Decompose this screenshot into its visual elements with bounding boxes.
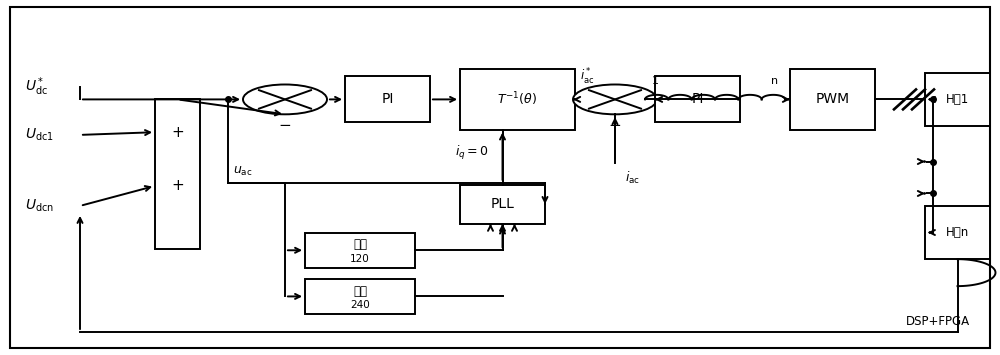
Text: H桥n: H桥n (946, 226, 969, 239)
Bar (345, 76, 430, 122)
Bar (130, 14, 975, 337)
Text: +: + (171, 125, 184, 140)
Text: 240: 240 (350, 300, 370, 310)
Text: $U_{\rm dcn}$: $U_{\rm dcn}$ (25, 198, 54, 214)
Text: 延迟: 延迟 (353, 285, 367, 297)
Bar (155, 99, 200, 248)
Bar (460, 69, 575, 130)
Circle shape (573, 84, 657, 114)
Text: −: − (279, 118, 291, 133)
Text: +: + (171, 178, 184, 193)
Text: DSP+FPGA: DSP+FPGA (906, 315, 970, 328)
Text: −: − (609, 118, 621, 133)
Text: $u_{\rm ac}$: $u_{\rm ac}$ (233, 164, 253, 178)
Bar (460, 185, 545, 224)
Bar (305, 279, 415, 314)
Text: 延迟: 延迟 (353, 239, 367, 251)
Text: PLL: PLL (491, 197, 514, 211)
Circle shape (243, 84, 327, 114)
Text: $U^*_{\rm dc}$: $U^*_{\rm dc}$ (25, 76, 48, 98)
Text: n: n (771, 76, 779, 86)
Bar (925, 206, 990, 259)
Text: $i^*_{\rm ac}$: $i^*_{\rm ac}$ (580, 67, 594, 87)
Bar (655, 76, 740, 122)
Text: H桥1: H桥1 (946, 93, 969, 106)
Text: $i_{\rm ac}$: $i_{\rm ac}$ (625, 170, 640, 186)
Text: PI: PI (691, 92, 704, 106)
Bar (790, 69, 875, 130)
Text: $T^{-1}(\theta)$: $T^{-1}(\theta)$ (497, 91, 538, 108)
Text: PI: PI (381, 92, 394, 106)
Text: PWM: PWM (815, 92, 850, 106)
Bar (925, 73, 990, 126)
Text: 1: 1 (652, 76, 658, 86)
Text: $U_{\rm dc1}$: $U_{\rm dc1}$ (25, 127, 54, 143)
Bar (305, 233, 415, 268)
Text: 120: 120 (350, 254, 370, 264)
Text: $i_q = 0$: $i_q = 0$ (455, 144, 489, 162)
